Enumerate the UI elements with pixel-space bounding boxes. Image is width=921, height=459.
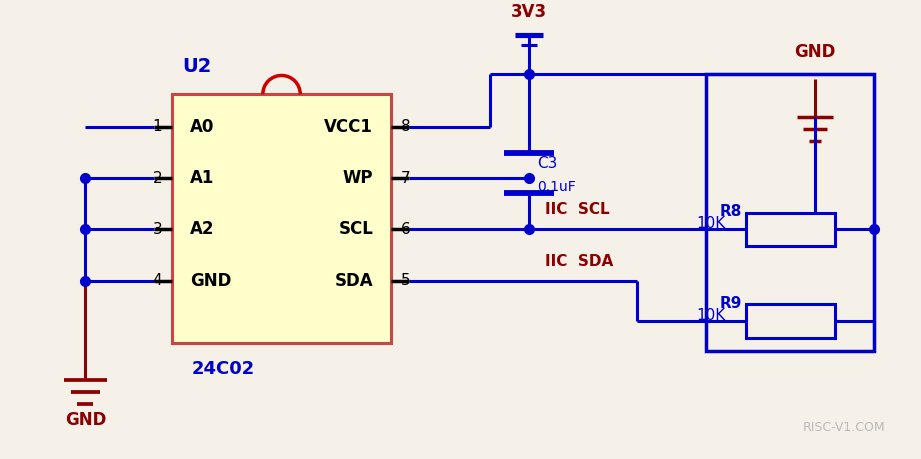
Bar — [746, 304, 834, 338]
Text: 7: 7 — [401, 170, 411, 185]
Text: IIC  SDA: IIC SDA — [545, 254, 613, 269]
Bar — [706, 74, 874, 351]
Text: SCL: SCL — [338, 220, 373, 238]
Text: A0: A0 — [190, 118, 215, 136]
Text: GND: GND — [64, 410, 106, 429]
Text: 2: 2 — [153, 170, 162, 185]
Text: 3: 3 — [153, 222, 162, 237]
Text: WP: WP — [343, 169, 373, 187]
Text: U2: U2 — [182, 57, 211, 77]
Text: 8: 8 — [401, 119, 411, 134]
Text: A1: A1 — [190, 169, 215, 187]
Text: 4: 4 — [153, 273, 162, 288]
Text: A2: A2 — [190, 220, 215, 238]
Text: RISC-V1.COM: RISC-V1.COM — [802, 421, 885, 434]
Text: 5: 5 — [401, 273, 411, 288]
Text: SDA: SDA — [334, 272, 373, 290]
Text: 24C02: 24C02 — [192, 360, 255, 378]
Text: 3V3: 3V3 — [511, 3, 547, 21]
Text: 10K: 10K — [696, 216, 726, 231]
Text: GND: GND — [794, 43, 835, 61]
Bar — [746, 213, 834, 246]
Text: C3: C3 — [537, 156, 557, 171]
Text: R8: R8 — [719, 204, 742, 219]
Text: 1: 1 — [153, 119, 162, 134]
Text: GND: GND — [190, 272, 231, 290]
Text: IIC  SCL: IIC SCL — [545, 202, 610, 218]
Text: 0.1uF: 0.1uF — [537, 180, 576, 194]
Text: VCC1: VCC1 — [324, 118, 373, 136]
Text: 6: 6 — [401, 222, 411, 237]
Bar — [172, 94, 391, 343]
Text: R9: R9 — [719, 296, 742, 311]
Text: 10K: 10K — [696, 308, 726, 323]
